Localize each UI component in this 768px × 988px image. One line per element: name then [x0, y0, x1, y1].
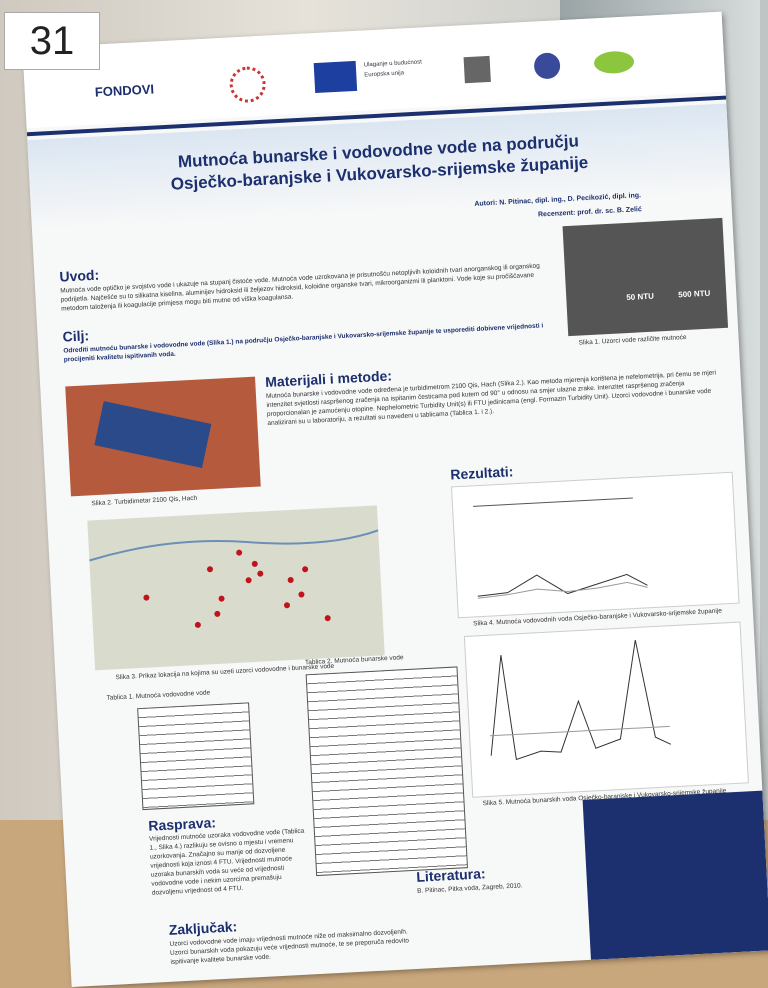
poster: FONDOVI Ulaganje u budućnost Europska un…	[22, 11, 768, 988]
section-heading: Literatura:	[415, 865, 486, 885]
table	[137, 702, 255, 811]
chart-image	[463, 621, 749, 798]
map-markers	[89, 529, 379, 628]
table	[305, 666, 468, 877]
section-heading: Zaključak:	[168, 918, 238, 938]
river	[89, 529, 379, 562]
paragraph: Mutnoća vode optičko je svojstvo vode i …	[60, 262, 540, 313]
chart-lines	[473, 497, 648, 599]
logo-icon	[463, 55, 491, 84]
paragraph: Vrijednosti mutnoće uzoraka vodovodne vo…	[148, 827, 305, 897]
section-heading: Cilj:	[62, 327, 90, 345]
line	[477, 581, 648, 599]
poster-number: 31	[4, 12, 100, 70]
caption: Slika 2. Turbidimetar 2100 Qis, Hach	[91, 494, 198, 508]
sample-label: 500 NTU	[678, 288, 711, 300]
caption: Slika 1. Uzorci vode različite mutnoće	[578, 333, 687, 347]
device	[94, 401, 212, 468]
footer-band	[582, 790, 768, 960]
line	[473, 497, 633, 507]
chart-image	[450, 471, 740, 619]
map	[87, 505, 385, 671]
section-heading: Rezultati:	[449, 463, 514, 483]
eu-flag	[313, 60, 358, 94]
logo-fondovi: FONDOVI	[94, 81, 155, 100]
line	[477, 573, 648, 597]
chart-lines	[490, 639, 672, 761]
line	[490, 725, 670, 737]
photo-samples: 50 NTU 500 NTU	[562, 217, 729, 337]
caption: Tablica 1. Mutnoća vodovodne vode	[106, 689, 211, 702]
markers	[143, 549, 331, 628]
photo-turbidimeter	[65, 376, 261, 497]
sample-label: 50 NTU	[626, 291, 655, 303]
section-heading: Uvod:	[59, 266, 100, 285]
paragraph: Odrediti mutnoću bunarske i vodovodne vo…	[63, 322, 544, 364]
line	[490, 639, 672, 761]
